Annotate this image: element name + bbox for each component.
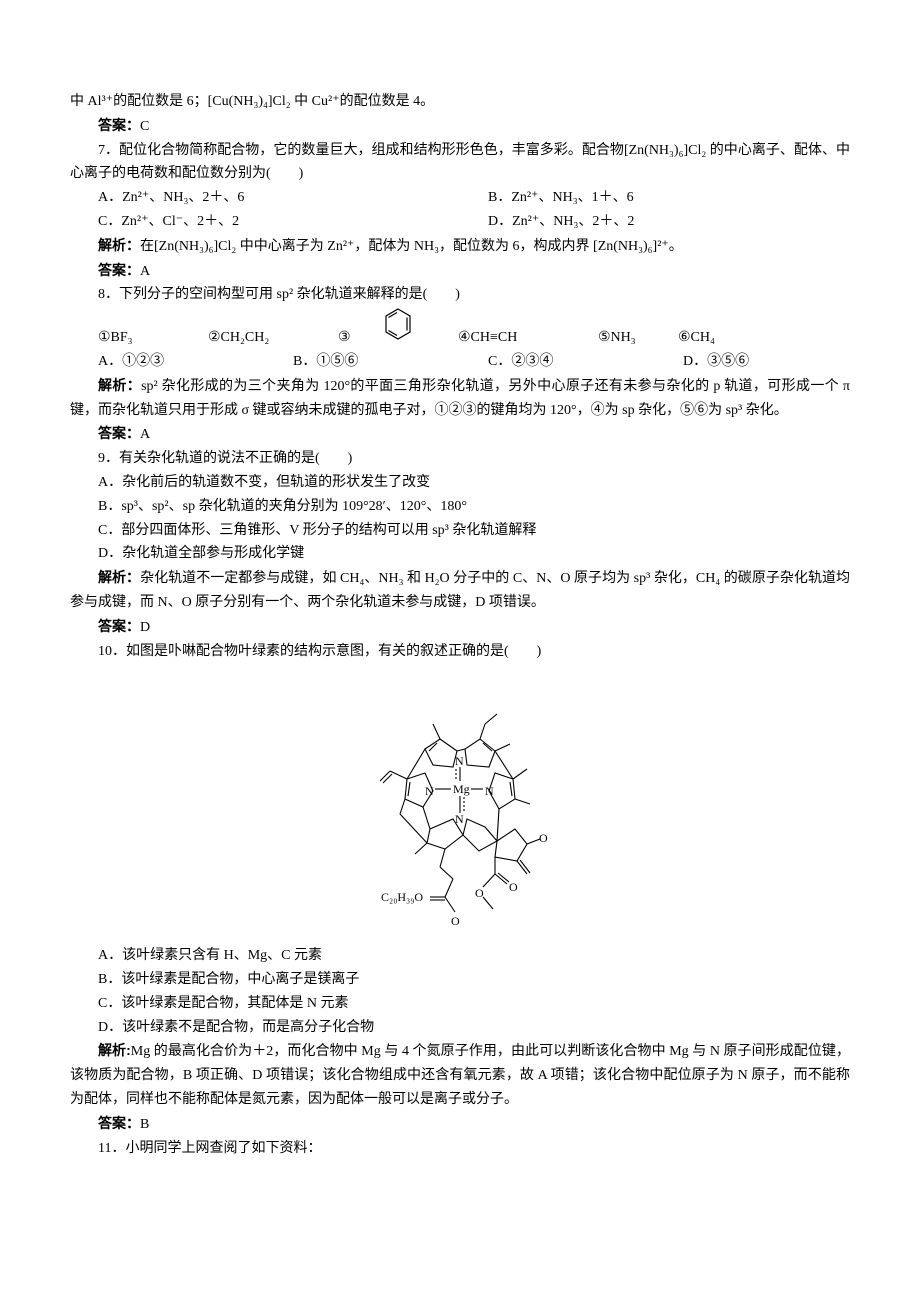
explanation: 解析：杂化轨道不一定都参与成键，如 CH₄、NH₃ 和 H₂O 分子中的 C、N…	[70, 566, 850, 615]
explanation-text: Mg 的最高化合价为＋2，而化合物中 Mg 与 4 个氮原子作用，由此可以判断该…	[70, 1044, 850, 1107]
svg-text:O: O	[475, 886, 484, 900]
answer-value: C	[140, 119, 149, 134]
answer-label: 答案：	[98, 117, 140, 133]
explanation-text: 在[Zn(NH₃)₆]Cl₂ 中中心离子为 Zn²⁺，配体为 NH₃，配位数为 …	[140, 239, 683, 254]
svg-text:O: O	[451, 914, 460, 928]
explanation-label: 解析：	[98, 237, 140, 253]
q8-item-3-label: ③	[310, 326, 351, 350]
svg-text:O: O	[509, 880, 518, 894]
option-a: A．杂化前后的轨道数不变，但轨道的形状发生了改变	[70, 471, 850, 495]
explanation: 解析:Mg 的最高化合价为＋2，而化合物中 Mg 与 4 个氮原子作用，由此可以…	[70, 1039, 850, 1111]
q8-item-6: ⑥CH₄	[650, 326, 715, 350]
explanation-label: 解析：	[98, 569, 140, 585]
question-stem: 8．下列分子的空间构型可用 sp² 杂化轨道来解释的是( )	[70, 283, 850, 307]
options-row: A．Zn²⁺、NH₃、2＋、6 B．Zn²⁺、NH₃、1＋、6	[70, 186, 850, 210]
answer-value: D	[140, 620, 150, 635]
option-b: B．Zn²⁺、NH₃、1＋、6	[460, 186, 850, 210]
question-stem: 7．配位化合物简称配合物，它的数量巨大，组成和结构形形色色，丰富多彩。配合物[Z…	[70, 139, 850, 187]
option-c: C．部分四面体形、三角锥形、V 形分子的结构可以用 sp³ 杂化轨道解释	[70, 519, 850, 543]
q8-items: ①BF₃ ②CH₂CH₂ ③ ④CH≡CH ⑤NH₃ ⑥CH₄	[70, 307, 850, 350]
q8-item-2: ②CH₂CH₂	[180, 326, 310, 350]
options-row: A．①②③ B．①⑤⑥ C．②③④ D．③⑤⑥	[70, 350, 850, 374]
answer-line: 答案：C	[70, 114, 850, 139]
question-stem: 9．有关杂化轨道的说法不正确的是( )	[70, 447, 850, 471]
explanation: 解析：sp² 杂化形成的为三个夹角为 120°的平面三角形杂化轨道，另外中心原子…	[70, 374, 850, 423]
answer-line: 答案：D	[70, 615, 850, 640]
answer-label: 答案：	[98, 1115, 140, 1131]
option-c: C．②③④	[460, 350, 655, 374]
answer-line: 答案：A	[70, 259, 850, 284]
q8-item-4: ④CH≡CH	[430, 326, 570, 350]
option-a: A．该叶绿素只含有 H、Mg、C 元素	[70, 944, 850, 968]
option-b: B．①⑤⑥	[265, 350, 460, 374]
answer-label: 答案：	[98, 262, 140, 278]
option-c: C．该叶绿素是配合物，其配体是 N 元素	[70, 992, 850, 1016]
option-c: C．Zn²⁺、Cl⁻、2＋、2	[70, 210, 460, 234]
options-row: C．Zn²⁺、Cl⁻、2＋、2 D．Zn²⁺、NH₃、2＋、2	[70, 210, 850, 234]
option-d: D．该叶绿素不是配合物，而是高分子化合物	[70, 1016, 850, 1040]
question-stem: 11．小明同学上网查阅了如下资料：	[70, 1137, 850, 1161]
mg-label: Mg	[453, 782, 470, 796]
option-a: A．①②③	[70, 350, 265, 374]
explanation-label: 解析:	[98, 1042, 131, 1058]
question-stem: 10．如图是卟啉配合物叶绿素的结构示意图，有关的叙述正确的是( )	[70, 640, 850, 664]
benzene-icon	[355, 307, 413, 350]
q8-item-1: ①BF₃	[70, 326, 180, 350]
answer-line: 答案：A	[70, 422, 850, 447]
q8-item-3: ③	[310, 307, 430, 350]
answer-line: 答案：B	[70, 1112, 850, 1137]
answer-value: A	[140, 427, 150, 442]
option-b: B．sp³、sp²、sp 杂化轨道的夹角分别为 109°28′、120°、180…	[70, 495, 850, 519]
answer-value: B	[140, 1117, 149, 1132]
option-a: A．Zn²⁺、NH₃、2＋、6	[70, 186, 460, 210]
option-d: D．③⑤⑥	[655, 350, 850, 374]
answer-label: 答案：	[98, 425, 140, 441]
q8-item-5: ⑤NH₃	[570, 326, 650, 350]
explanation-label: 解析：	[98, 377, 141, 393]
paragraph: 中 Al³⁺的配位数是 6；[Cu(NH₃)₄]Cl₂ 中 Cu²⁺的配位数是 …	[70, 90, 850, 114]
option-b: B．该叶绿素是配合物，中心离子是镁离子	[70, 968, 850, 992]
explanation: 解析：在[Zn(NH₃)₆]Cl₂ 中中心离子为 Zn²⁺，配体为 NH₃，配位…	[70, 234, 850, 259]
option-d: D．Zn²⁺、NH₃、2＋、2	[460, 210, 850, 234]
svg-text:O: O	[539, 831, 548, 845]
svg-text:N: N	[455, 754, 464, 768]
explanation-text: sp² 杂化形成的为三个夹角为 120°的平面三角形杂化轨道，另外中心原子还有未…	[70, 379, 850, 418]
explanation-text: 杂化轨道不一定都参与成键，如 CH₄、NH₃ 和 H₂O 分子中的 C、N、O …	[70, 571, 850, 610]
answer-label: 答案：	[98, 618, 140, 634]
option-d: D．杂化轨道全部参与形成化学键	[70, 542, 850, 566]
answer-value: A	[140, 264, 150, 279]
chlorophyll-structure: Mg N N N N	[70, 669, 850, 938]
svg-text:C₂₀H₃₉O: C₂₀H₃₉O	[381, 890, 423, 904]
